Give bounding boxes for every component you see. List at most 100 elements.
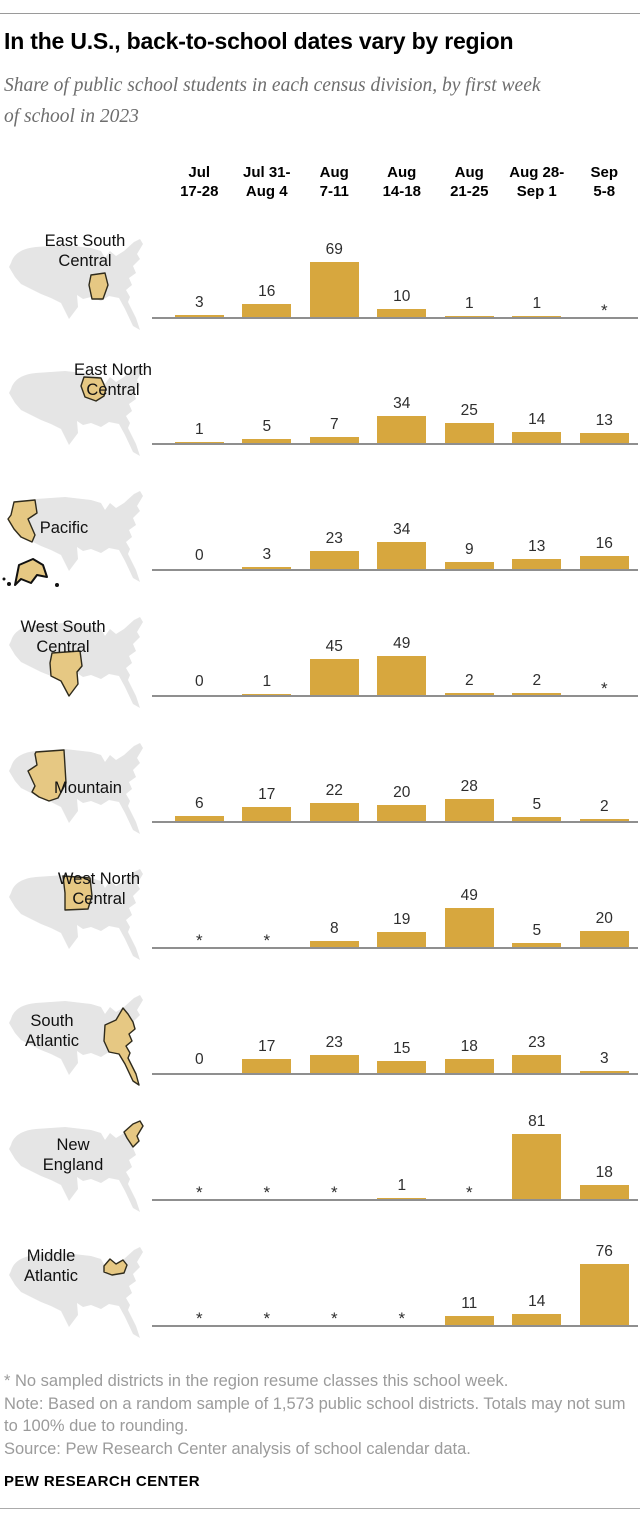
bar-cell: 3 (166, 225, 234, 317)
region-label: South Atlantic (24, 1012, 80, 1050)
bar-value-label: 7 (329, 416, 339, 433)
bar (242, 694, 292, 695)
bar-value-label: 9 (464, 541, 474, 558)
bar-value-label: 2 (532, 672, 542, 689)
region-label: East South Central (44, 232, 126, 270)
bar-cell: * (233, 855, 301, 950)
bar-value-label: 3 (599, 1050, 609, 1067)
no-data-asterisk: * (195, 1309, 203, 1328)
bar-cell: 45 (301, 603, 369, 695)
bar (377, 656, 427, 695)
bar-value-label: 34 (393, 395, 411, 412)
region-row-new-england: New England * * * 1 * 81 18 (0, 1107, 640, 1233)
bar-value-label: 49 (393, 635, 411, 652)
bar-cell: 1 (503, 225, 571, 317)
bar (242, 807, 292, 821)
bar-value-label: 8 (329, 920, 339, 937)
bar-value-label: 1 (532, 295, 542, 312)
bar-cell: 13 (503, 477, 571, 569)
column-header: Aug 7-11 (319, 164, 349, 200)
bar (512, 559, 562, 569)
new-england-map-icon (9, 1120, 144, 1212)
bar-cell: 13 (571, 351, 639, 443)
top-divider (0, 13, 640, 14)
column-header: Aug 28- Sep 1 (509, 164, 565, 200)
bar-cell: 0 (166, 477, 234, 569)
bar (174, 442, 224, 443)
bar-value-label: 28 (460, 778, 478, 795)
no-data-asterisk: * (465, 1183, 473, 1202)
bar-value-label: 23 (325, 1034, 343, 1051)
bar-cell: * (301, 1233, 369, 1328)
no-data-asterisk: * (263, 1309, 271, 1328)
bar (377, 805, 427, 821)
no-data-asterisk: * (330, 1183, 338, 1202)
bar (579, 1071, 629, 1073)
west-north-central-map-icon (9, 869, 143, 960)
region-label: Middle Atlantic (23, 1247, 79, 1285)
bar-cell: 23 (301, 981, 369, 1073)
bar (579, 433, 629, 443)
region-rows: East South Central 3 16 69 10 1 1 * East North Cen… (0, 225, 640, 1359)
bar (579, 1264, 629, 1325)
brand-wordmark: PEW RESEARCH CENTER (4, 1473, 200, 1490)
bar-cell: 15 (368, 981, 436, 1073)
bar (444, 799, 494, 821)
bar-value-label: 1 (464, 295, 474, 312)
bar-cell: 9 (436, 477, 504, 569)
bar (512, 817, 562, 821)
axis-baseline (152, 1073, 638, 1075)
region-row-middle-atlantic: Middle Atlantic * * * * 11 14 76 (0, 1233, 640, 1359)
region-row-mountain: Mountain 6 17 22 20 28 5 2 (0, 729, 640, 855)
source-note: Source: Pew Research Center analysis of … (4, 1439, 471, 1458)
bar-value-label: 20 (595, 910, 613, 927)
bar-value-label: 19 (393, 911, 411, 928)
bar (444, 423, 494, 443)
bar-cell: * (571, 603, 639, 698)
bar-cell: 3 (233, 477, 301, 569)
bar-cell: 23 (301, 477, 369, 569)
bar (242, 1059, 292, 1073)
bar (377, 1198, 427, 1199)
axis-baseline (152, 443, 638, 445)
bar-value-label: 13 (595, 412, 613, 429)
bar-value-label: 25 (460, 402, 478, 419)
south-atlantic-map-icon (9, 995, 143, 1086)
bar-cell: 2 (571, 729, 639, 821)
bar-cell: 8 (301, 855, 369, 947)
bar-cell: 2 (503, 603, 571, 695)
bar-cell: 25 (436, 351, 504, 443)
column-header: Jul 17-28 (180, 164, 219, 200)
bar (512, 432, 562, 443)
bar (309, 941, 359, 947)
axis-baseline (152, 947, 638, 949)
axis-baseline (152, 1325, 638, 1327)
bar-value-label: 14 (528, 411, 546, 428)
column-header: Aug 21-25 (450, 164, 489, 200)
axis-baseline (152, 1199, 638, 1201)
bar-cell: 28 (436, 729, 504, 821)
bar (444, 562, 494, 569)
bar (512, 1314, 562, 1325)
bar-cell: 23 (503, 981, 571, 1073)
bar-cell: 2 (436, 603, 504, 695)
bar-cell: 18 (436, 981, 504, 1073)
bar-cell: 1 (368, 1107, 436, 1199)
bar (444, 1316, 494, 1325)
bar-cell: 14 (503, 351, 571, 443)
no-data-asterisk: * (600, 679, 608, 698)
bar-cell: 76 (571, 1233, 639, 1325)
bar-value-label: 3 (262, 546, 272, 563)
bar-cell: 34 (368, 477, 436, 569)
mountain-map-icon (9, 743, 143, 834)
bar (512, 316, 562, 317)
no-data-asterisk: * (195, 1183, 203, 1202)
bar-value-label: 49 (460, 887, 478, 904)
bar-cell: 34 (368, 351, 436, 443)
bar-cell: 18 (571, 1107, 639, 1199)
bar-cell: 22 (301, 729, 369, 821)
bar (309, 437, 359, 443)
middle-atlantic-map-icon (9, 1247, 143, 1338)
bar-cell: 1 (436, 225, 504, 317)
bar (444, 908, 494, 947)
